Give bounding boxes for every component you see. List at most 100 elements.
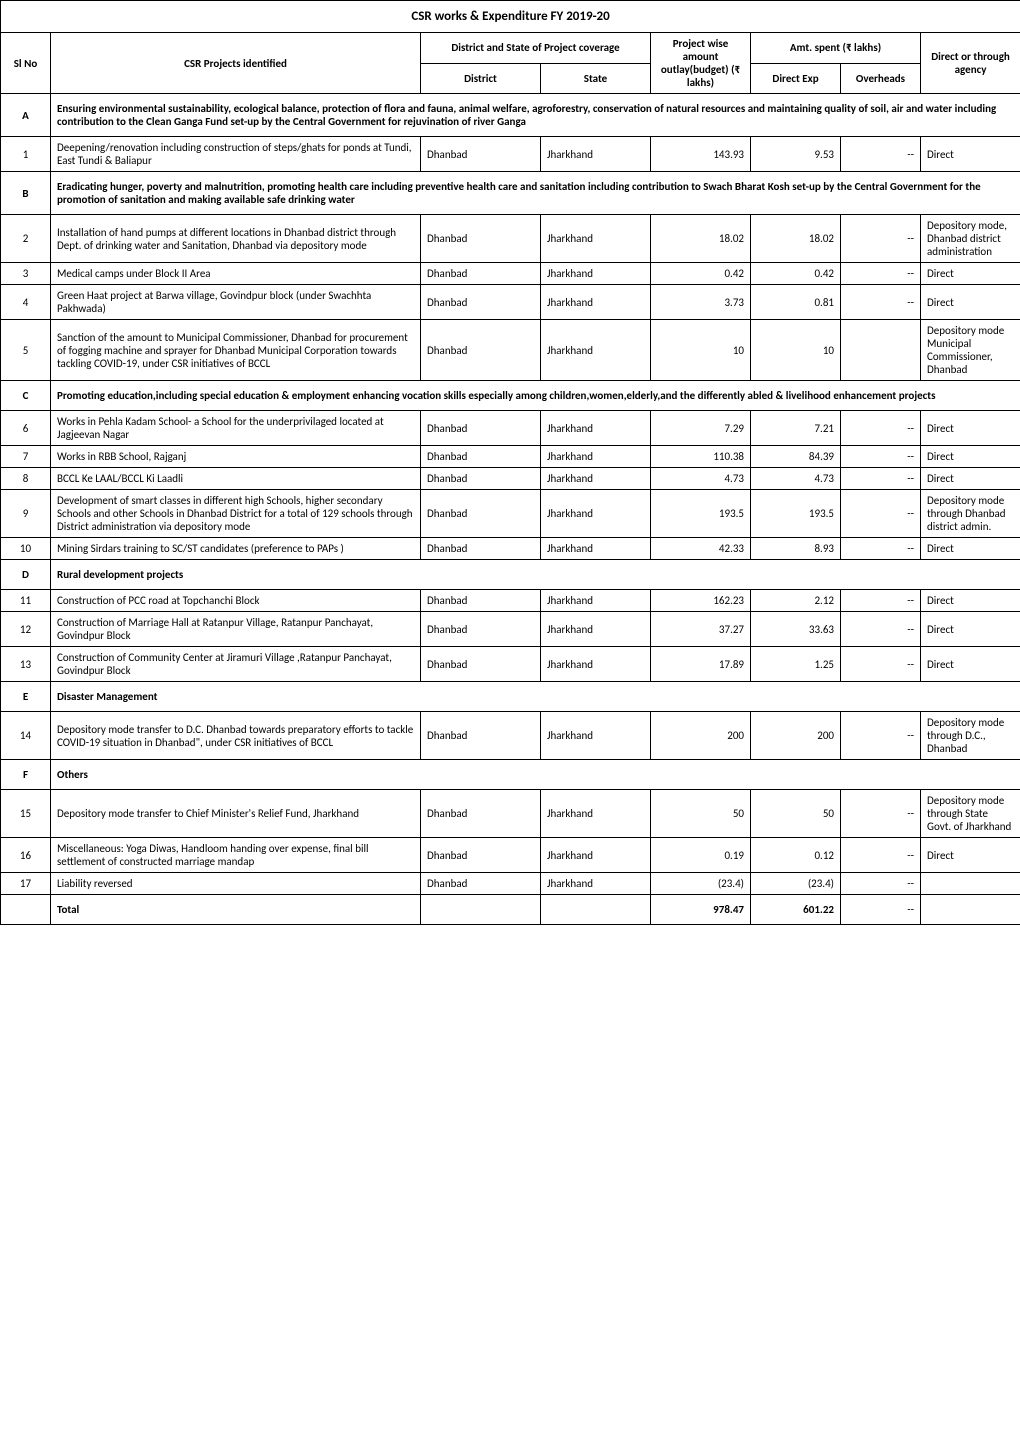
cell-dexp: 200 — [751, 712, 841, 760]
cell-amount: 50 — [651, 790, 751, 838]
cell-dexp: 0.12 — [751, 838, 841, 873]
cell-dir: Depository mode Municipal Commissioner, … — [921, 320, 1020, 381]
cell-proj: Installation of hand pumps at different … — [51, 215, 421, 263]
section-row: BEradicating hunger, poverty and malnutr… — [1, 172, 1020, 215]
cell-dir: Direct — [921, 612, 1020, 647]
table-row: 11Construction of PCC road at Topchanchi… — [1, 590, 1020, 612]
cell-dexp: 50 — [751, 790, 841, 838]
cell-proj: Miscellaneous: Yoga Diwas, Handloom hand… — [51, 838, 421, 873]
cell-slno: 7 — [1, 446, 51, 468]
table-row: 2Installation of hand pumps at different… — [1, 215, 1020, 263]
cell-state: Jharkhand — [541, 263, 651, 285]
cell-district: Dhanbad — [421, 538, 541, 560]
cell-state: Jharkhand — [541, 790, 651, 838]
cell-proj: Works in RBB School, Rajganj — [51, 446, 421, 468]
section-text: Others — [51, 760, 1020, 790]
cell-state: Jharkhand — [541, 411, 651, 446]
cell-amount: 110.38 — [651, 446, 751, 468]
table-row: 5Sanction of the amount to Municipal Com… — [1, 320, 1020, 381]
cell-state: Jharkhand — [541, 137, 651, 172]
cell-amount: 17.89 — [651, 647, 751, 682]
cell-proj: Liability reversed — [51, 873, 421, 895]
table-row: 3Medical camps under Block II AreaDhanba… — [1, 263, 1020, 285]
table-row: 8BCCL Ke LAAL/BCCL Ki LaadliDhanbadJhark… — [1, 468, 1020, 490]
table-row: 4Green Haat project at Barwa village, Go… — [1, 285, 1020, 320]
cell-amount: 10 — [651, 320, 751, 381]
cell-state: Jharkhand — [541, 712, 651, 760]
cell-ovh: -- — [841, 790, 921, 838]
cell-slno: 4 — [1, 285, 51, 320]
cell-ovh — [841, 320, 921, 381]
table-row: 9Development of smart classes in differe… — [1, 490, 1020, 538]
header-direct-exp: Direct Exp — [751, 63, 841, 94]
cell-dir: Direct — [921, 446, 1020, 468]
cell-proj: Works in Pehla Kadam School- a School fo… — [51, 411, 421, 446]
cell-amount: 37.27 — [651, 612, 751, 647]
cell-proj: Depository mode transfer to Chief Minist… — [51, 790, 421, 838]
cell-district: Dhanbad — [421, 590, 541, 612]
total-state — [541, 895, 651, 925]
cell-dir: Direct — [921, 468, 1020, 490]
cell-slno: 3 — [1, 263, 51, 285]
cell-state: Jharkhand — [541, 320, 651, 381]
cell-proj: Sanction of the amount to Municipal Comm… — [51, 320, 421, 381]
cell-district: Dhanbad — [421, 612, 541, 647]
cell-dir: Depository mode, Dhanbad district admini… — [921, 215, 1020, 263]
cell-dir: Direct — [921, 590, 1020, 612]
cell-dir: Direct — [921, 538, 1020, 560]
cell-proj: Green Haat project at Barwa village, Gov… — [51, 285, 421, 320]
cell-district: Dhanbad — [421, 873, 541, 895]
cell-amount: 0.19 — [651, 838, 751, 873]
header-direct-through: Direct or through agency — [921, 33, 1020, 94]
section-row: AEnsuring environmental sustainability, … — [1, 94, 1020, 137]
section-letter: D — [1, 560, 51, 590]
cell-slno: 10 — [1, 538, 51, 560]
cell-ovh: -- — [841, 490, 921, 538]
table-row: 14Depository mode transfer to D.C. Dhanb… — [1, 712, 1020, 760]
header-projects: CSR Projects identified — [51, 33, 421, 94]
total-ovh: -- — [841, 895, 921, 925]
cell-state: Jharkhand — [541, 590, 651, 612]
cell-slno: 6 — [1, 411, 51, 446]
header-overheads: Overheads — [841, 63, 921, 94]
cell-dir: Depository mode through D.C., Dhanbad — [921, 712, 1020, 760]
cell-dexp: 0.81 — [751, 285, 841, 320]
cell-district: Dhanbad — [421, 215, 541, 263]
cell-dexp: 1.25 — [751, 647, 841, 682]
cell-district: Dhanbad — [421, 285, 541, 320]
cell-amount: 200 — [651, 712, 751, 760]
cell-amount: 193.5 — [651, 490, 751, 538]
cell-proj: Deepening/renovation including construct… — [51, 137, 421, 172]
table-row: 7Works in RBB School, RajganjDhanbadJhar… — [1, 446, 1020, 468]
cell-district: Dhanbad — [421, 137, 541, 172]
cell-state: Jharkhand — [541, 873, 651, 895]
cell-dir: Direct — [921, 838, 1020, 873]
cell-ovh: -- — [841, 263, 921, 285]
cell-ovh: -- — [841, 838, 921, 873]
cell-dexp: 33.63 — [751, 612, 841, 647]
cell-ovh: -- — [841, 647, 921, 682]
cell-slno: 8 — [1, 468, 51, 490]
cell-dexp: 84.39 — [751, 446, 841, 468]
cell-district: Dhanbad — [421, 320, 541, 381]
table-row: 6Works in Pehla Kadam School- a School f… — [1, 411, 1020, 446]
cell-district: Dhanbad — [421, 647, 541, 682]
section-text: Disaster Management — [51, 682, 1020, 712]
cell-proj: Medical camps under Block II Area — [51, 263, 421, 285]
cell-state: Jharkhand — [541, 446, 651, 468]
cell-amount: 18.02 — [651, 215, 751, 263]
cell-district: Dhanbad — [421, 446, 541, 468]
cell-dir: Direct — [921, 285, 1020, 320]
cell-ovh: -- — [841, 411, 921, 446]
cell-proj: Mining Sirdars training to SC/ST candida… — [51, 538, 421, 560]
cell-state: Jharkhand — [541, 490, 651, 538]
header-project-wise: Project wise amount outlay(budget) (₹ la… — [651, 33, 751, 94]
total-dir — [921, 895, 1020, 925]
header-state: State — [541, 63, 651, 94]
table-row: 12Construction of Marriage Hall at Ratan… — [1, 612, 1020, 647]
cell-dir — [921, 873, 1020, 895]
section-letter: F — [1, 760, 51, 790]
cell-state: Jharkhand — [541, 468, 651, 490]
total-slno — [1, 895, 51, 925]
cell-dir: Direct — [921, 411, 1020, 446]
